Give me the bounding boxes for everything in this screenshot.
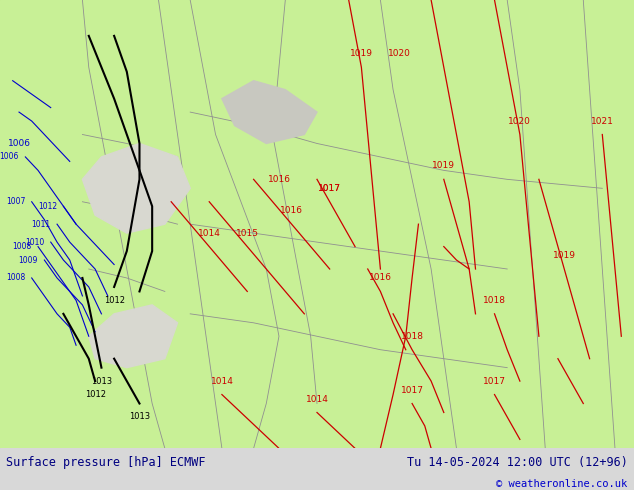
Text: 1015: 1015 — [236, 229, 259, 238]
Text: 1007: 1007 — [6, 197, 25, 206]
Text: 1016: 1016 — [369, 273, 392, 282]
Text: 1018: 1018 — [401, 332, 424, 341]
Text: 1014: 1014 — [210, 377, 233, 386]
Text: 1006: 1006 — [8, 139, 30, 148]
Polygon shape — [222, 81, 317, 144]
Text: 1014: 1014 — [198, 229, 221, 238]
Text: Surface pressure [hPa] ECMWF: Surface pressure [hPa] ECMWF — [6, 456, 206, 469]
Text: 1010: 1010 — [25, 238, 44, 246]
Text: 1017: 1017 — [401, 386, 424, 394]
Text: 1012: 1012 — [103, 296, 125, 305]
Text: © weatheronline.co.uk: © weatheronline.co.uk — [496, 479, 628, 489]
Text: 1008: 1008 — [6, 273, 25, 282]
Text: 1006: 1006 — [0, 152, 19, 161]
Text: 1012: 1012 — [84, 390, 106, 399]
Text: 1021: 1021 — [591, 117, 614, 125]
Text: 1017: 1017 — [318, 184, 341, 193]
Text: 1019: 1019 — [350, 49, 373, 58]
Text: 1020: 1020 — [508, 117, 531, 125]
Text: 1017: 1017 — [483, 377, 506, 386]
Text: 1013: 1013 — [91, 377, 112, 386]
Text: 1009: 1009 — [18, 256, 38, 265]
Polygon shape — [89, 305, 178, 368]
Text: 1018: 1018 — [483, 296, 506, 305]
Text: 1013: 1013 — [129, 413, 150, 421]
Text: 1014: 1014 — [306, 394, 328, 404]
Text: 1017: 1017 — [318, 184, 341, 193]
Text: 1012: 1012 — [38, 202, 57, 211]
Text: 1020: 1020 — [388, 49, 411, 58]
Text: 1016: 1016 — [268, 175, 290, 184]
Text: 1008: 1008 — [13, 242, 32, 251]
Text: 1016: 1016 — [280, 206, 303, 215]
Polygon shape — [82, 144, 190, 233]
Text: 1019: 1019 — [432, 161, 455, 171]
Text: Tu 14-05-2024 12:00 UTC (12+96): Tu 14-05-2024 12:00 UTC (12+96) — [407, 456, 628, 469]
Text: 1011: 1011 — [32, 220, 51, 229]
Text: 1019: 1019 — [553, 251, 576, 260]
